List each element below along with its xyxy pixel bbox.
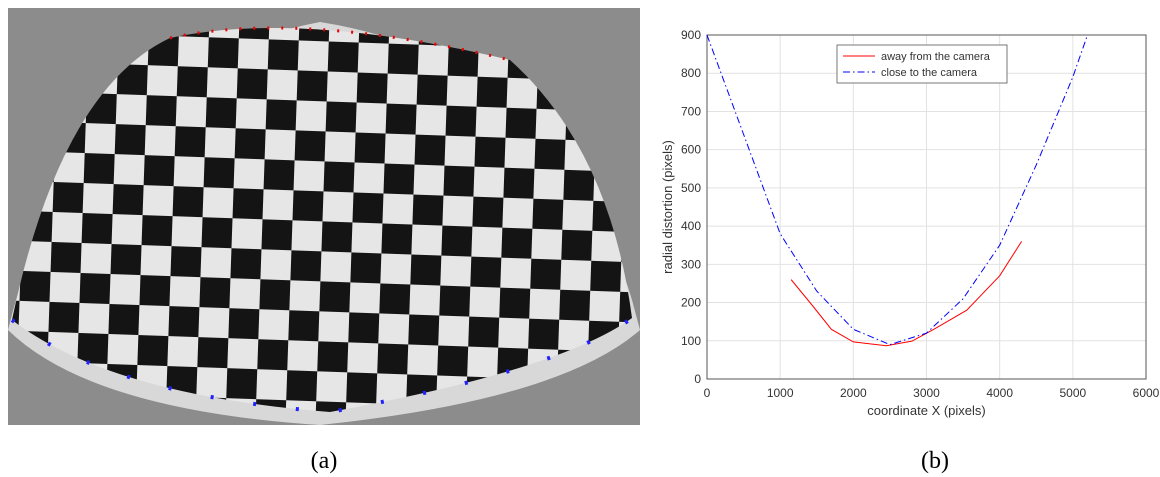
x-axis-label: coordinate X (pixels): [867, 403, 986, 418]
y-tick-label: 800: [681, 66, 701, 80]
y-tick-label: 900: [681, 28, 701, 42]
line-series: [706, 34, 1088, 346]
y-axis-label: radial distortion (pixels): [660, 140, 675, 274]
x-tick-label: 2000: [840, 386, 867, 400]
y-tick-label: 500: [681, 181, 701, 195]
y-tick-label: 0: [694, 372, 701, 386]
caption: (b): [921, 448, 949, 474]
caption: (a): [311, 448, 338, 474]
x-tick-label: 3000: [913, 386, 940, 400]
x-tick-label: 0: [704, 386, 711, 400]
photo: [8, 8, 640, 425]
axes-frame: [706, 34, 1147, 380]
x-tick-label: 6000: [1133, 386, 1160, 400]
x-tick-label: 5000: [1059, 386, 1086, 400]
y-tick-label: 400: [681, 219, 701, 233]
legend-label: away from the camera: [881, 51, 991, 63]
line-series: [790, 241, 1023, 347]
checkerboard: [12, 27, 632, 412]
y-tick-label: 700: [681, 104, 701, 118]
legend-box: [836, 44, 1008, 84]
y-tick-label: 100: [681, 334, 701, 348]
y-tick-label: 600: [681, 143, 701, 157]
y-tick-label: 300: [681, 257, 701, 271]
legend-label: close to the camera: [881, 67, 978, 79]
x-tick-label: 1000: [767, 386, 794, 400]
y-tick-label: 200: [681, 296, 701, 310]
x-tick-label: 4000: [986, 386, 1013, 400]
